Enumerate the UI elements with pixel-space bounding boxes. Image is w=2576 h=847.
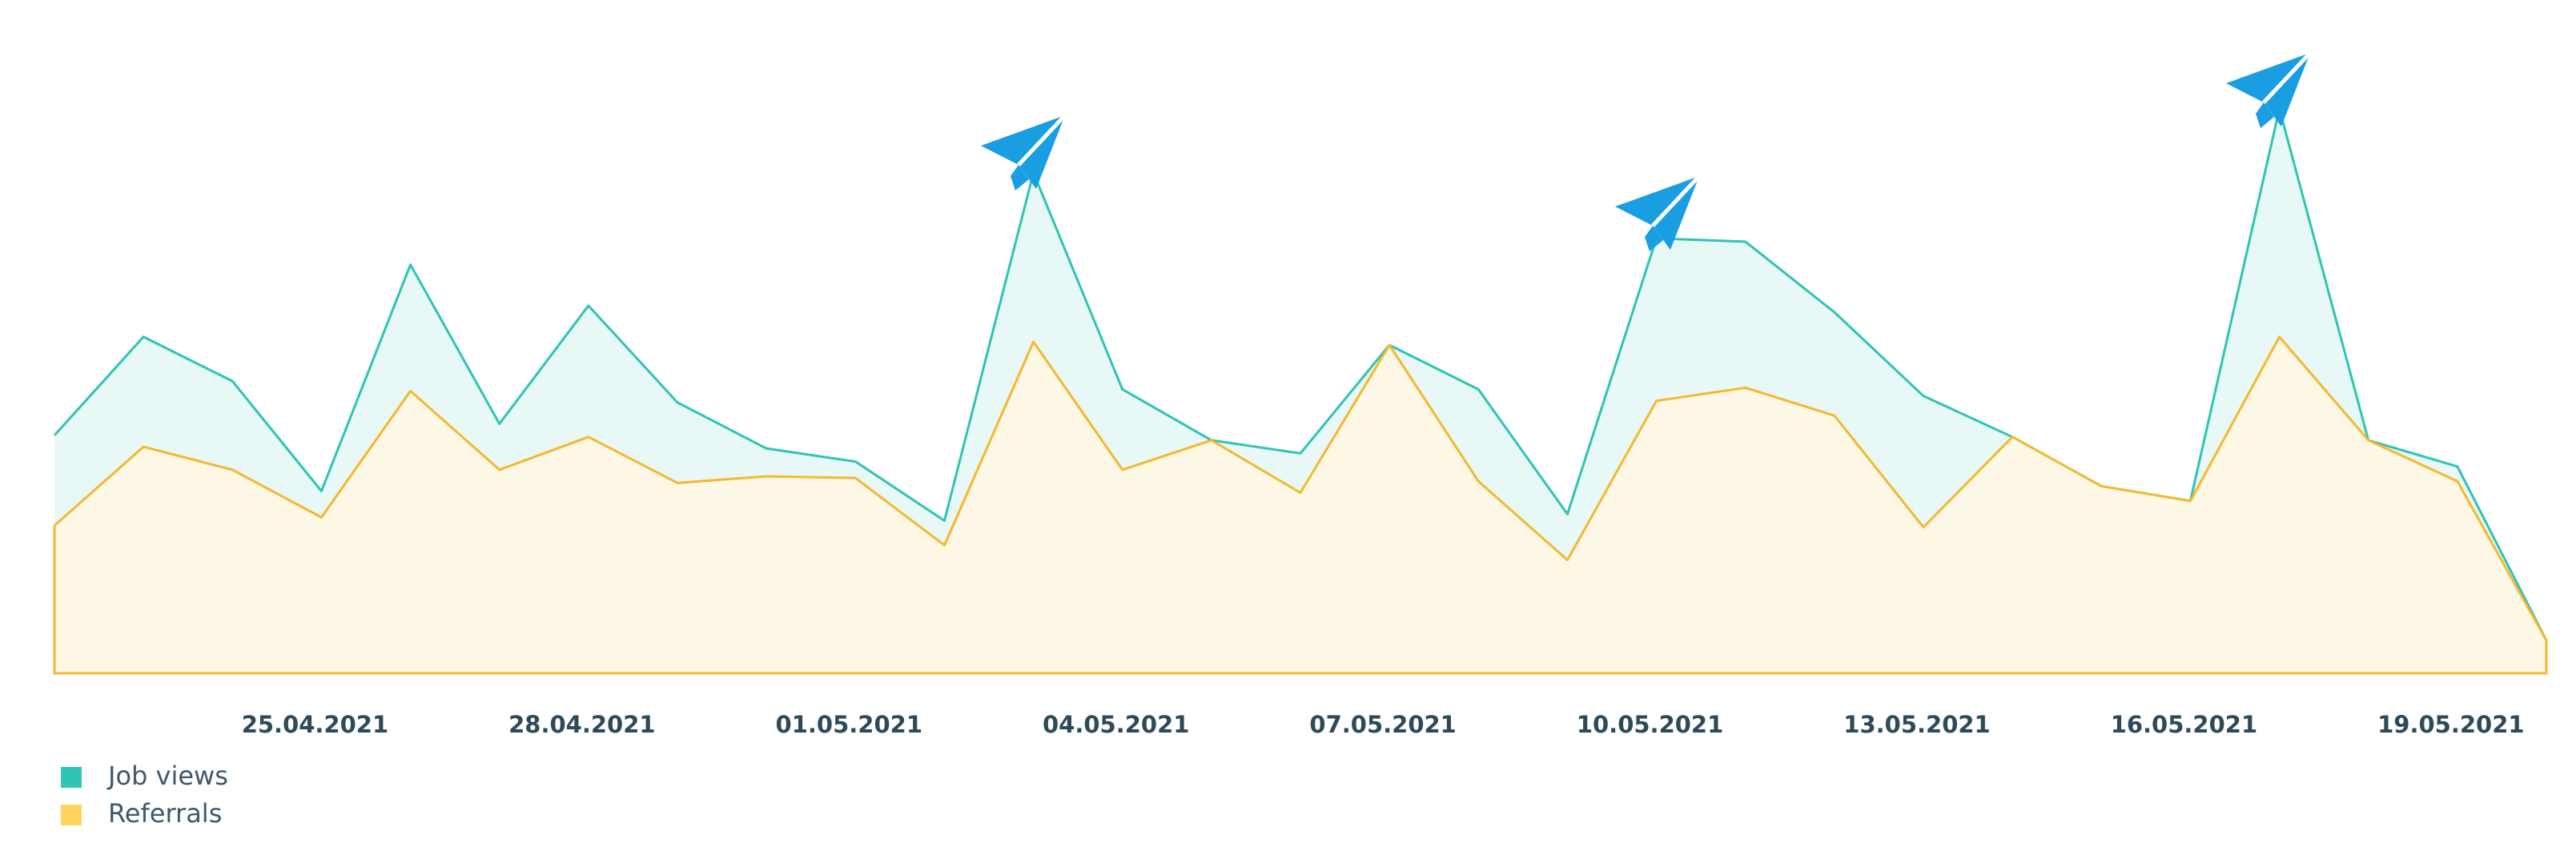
x-tick-label: 13.05.2021 bbox=[1843, 711, 1990, 738]
legend-label: Job views bbox=[106, 761, 228, 791]
x-tick-label: 25.04.2021 bbox=[242, 711, 388, 738]
area bbox=[54, 336, 2546, 673]
plane-icon bbox=[1615, 175, 1701, 251]
x-tick-label: 16.05.2021 bbox=[2111, 711, 2257, 738]
plot bbox=[53, 107, 2548, 675]
x-tick-label: 28.04.2021 bbox=[508, 711, 655, 738]
legend-swatch bbox=[61, 805, 82, 825]
x-tick-label: 01.05.2021 bbox=[776, 711, 922, 738]
x-tick-label: 04.05.2021 bbox=[1043, 711, 1189, 738]
legend-swatch bbox=[61, 767, 82, 788]
x-tick-label: 10.05.2021 bbox=[1577, 711, 1723, 738]
plane-icon bbox=[981, 114, 1067, 191]
baseline bbox=[53, 525, 2548, 675]
plane-icon bbox=[2226, 51, 2312, 128]
line bbox=[54, 335, 2548, 641]
legend-label: Referrals bbox=[108, 798, 222, 829]
x-tick-label: 07.05.2021 bbox=[1309, 711, 1456, 738]
x-tick-label: 19.05.2021 bbox=[2377, 711, 2524, 738]
